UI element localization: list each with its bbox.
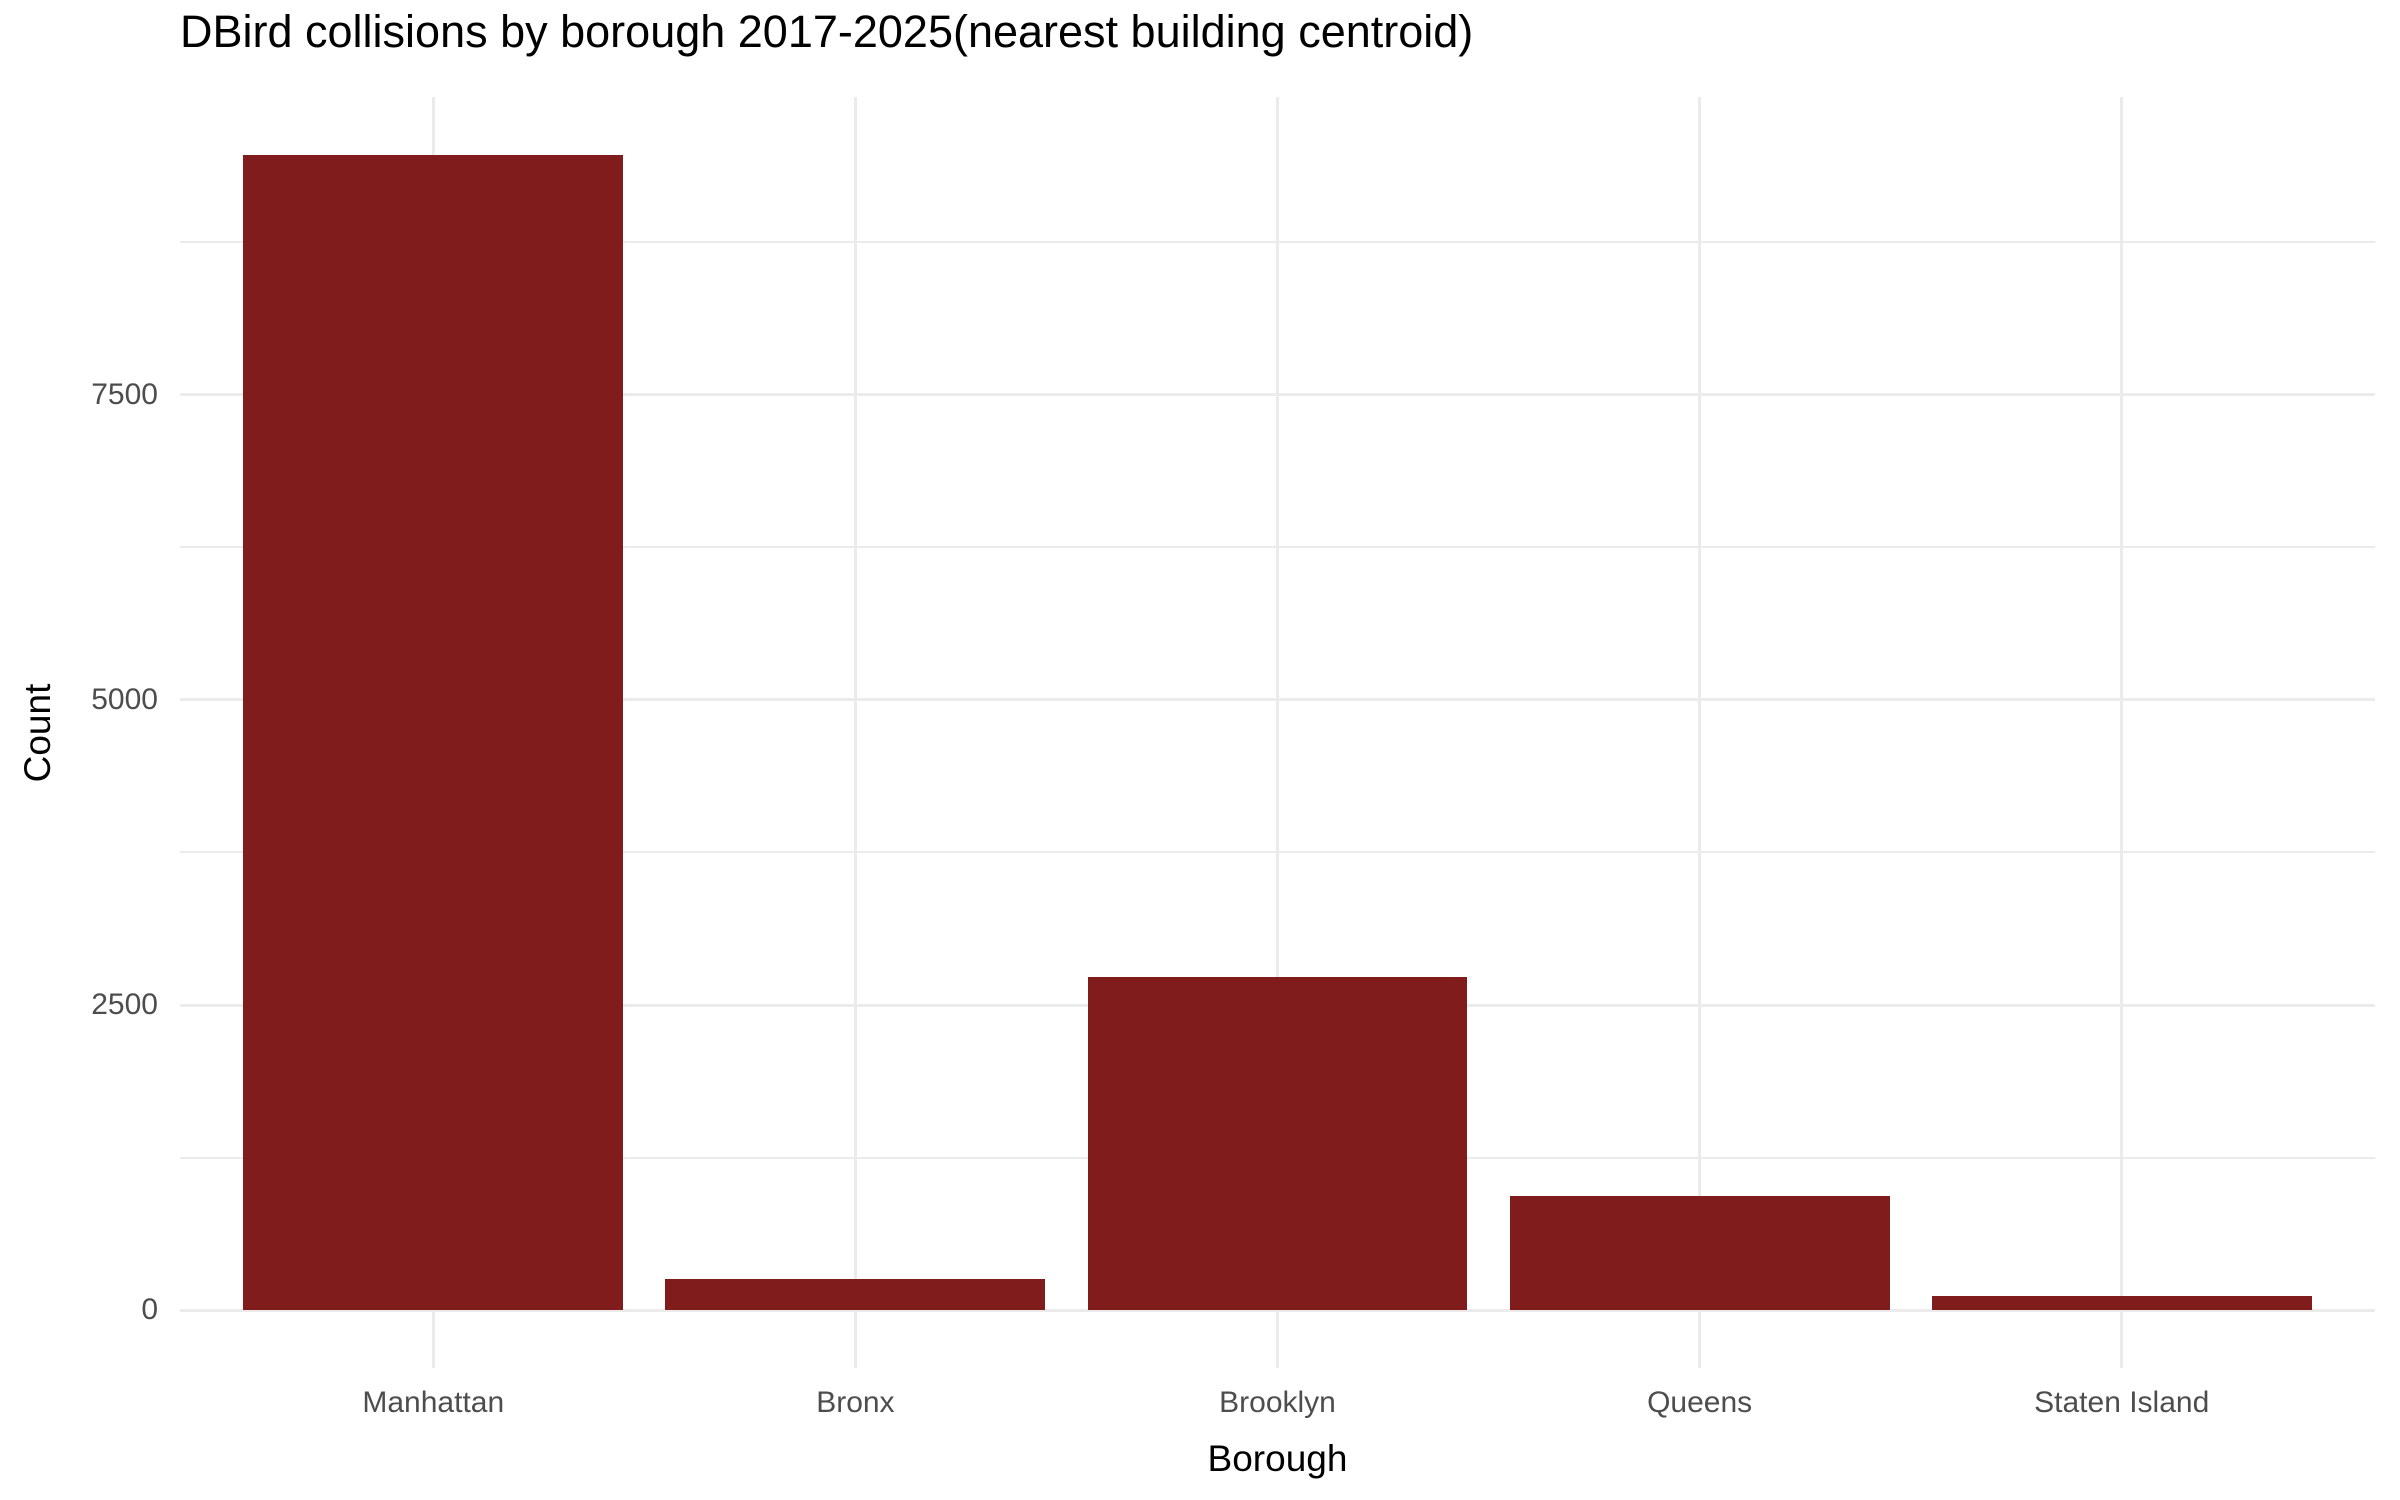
bar-queens bbox=[1509, 1195, 1890, 1311]
y-tick-label: 2500 bbox=[91, 988, 158, 1022]
x-axis-title: Borough bbox=[1207, 1438, 1348, 1479]
x-gridline-staten-island bbox=[2120, 97, 2124, 1368]
y-tick-label: 5000 bbox=[91, 682, 158, 716]
x-tick-label-bronx: Bronx bbox=[816, 1386, 895, 1419]
x-gridline-queens bbox=[1698, 97, 1702, 1368]
bar-bronx bbox=[665, 1278, 1046, 1311]
x-tick-label-staten-island: Staten Island bbox=[2034, 1386, 2210, 1419]
x-gridline-brooklyn bbox=[1276, 97, 1279, 1368]
x-tick-label-brooklyn: Brooklyn bbox=[1219, 1386, 1336, 1419]
x-tick-label-manhattan: Manhattan bbox=[362, 1386, 505, 1419]
x-gridline-bronx bbox=[853, 97, 857, 1368]
plot-panel bbox=[180, 97, 2375, 1368]
chart-title: DBird collisions by borough 2017-2025(ne… bbox=[180, 6, 1474, 57]
bar-brooklyn bbox=[1087, 977, 1468, 1311]
bar-staten-island bbox=[1931, 1296, 2312, 1311]
x-tick-label-queens: Queens bbox=[1647, 1386, 1753, 1419]
y-tick-label: 0 bbox=[141, 1293, 158, 1327]
bar-manhattan bbox=[243, 155, 624, 1311]
y-tick-label: 7500 bbox=[91, 377, 158, 411]
